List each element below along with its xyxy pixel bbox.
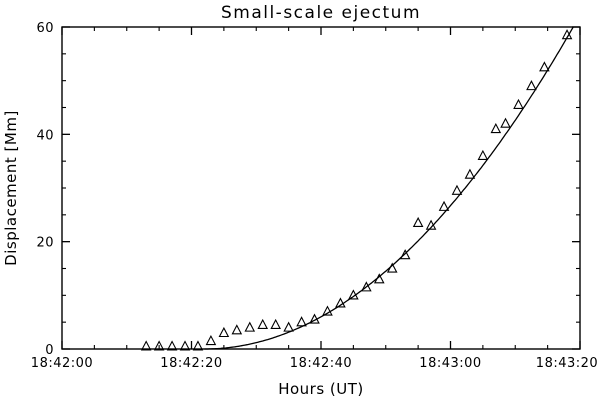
data-point-triangle — [192, 340, 204, 351]
data-point-triangle — [513, 98, 524, 109]
y-tick-label: 0 — [45, 343, 54, 358]
data-point-triangle — [399, 249, 411, 260]
data-point-triangle — [244, 321, 256, 332]
data-point-triangle — [231, 324, 243, 335]
data-point-triangle — [257, 318, 269, 329]
fit-curve — [204, 26, 574, 350]
data-point-triangle — [361, 281, 372, 292]
data-point-triangle — [140, 340, 152, 351]
y-tick-label: 60 — [36, 21, 54, 36]
data-point-triangle — [218, 326, 230, 338]
x-tick-label: 18:42:00 — [31, 356, 93, 371]
data-point-triangle — [296, 316, 307, 327]
data-point-triangle — [490, 122, 502, 134]
data-point-triangle — [539, 61, 550, 72]
y-axis-label: Displacement [Mm] — [2, 110, 20, 266]
data-point-triangle — [283, 321, 294, 332]
x-tick-label: 18:43:00 — [419, 356, 481, 371]
data-point-triangle — [477, 149, 489, 160]
data-point-triangle — [500, 117, 511, 128]
data-point-triangle — [205, 334, 217, 346]
data-point-triangle — [322, 305, 333, 316]
x-axis-label: Hours (UT) — [278, 380, 364, 398]
x-tick-label: 18:42:40 — [290, 356, 352, 371]
chart-title: Small-scale ejectum — [221, 3, 421, 23]
data-point-triangle — [179, 340, 191, 351]
data-point-triangle — [270, 318, 281, 329]
data-point-triangle — [464, 168, 476, 179]
x-tick-label: 18:43:20 — [536, 356, 598, 371]
x-tick-label: 18:42:20 — [160, 356, 222, 371]
data-point-triangle — [526, 80, 537, 91]
plot-area: 18:42:00 18:42:20 18:42:40 18:43:00 18:43:20… — [31, 21, 598, 371]
data-point-triangle — [153, 340, 165, 351]
data-point-triangle — [438, 200, 450, 211]
data-point-triangle — [335, 297, 346, 308]
y-tick-label: 40 — [36, 128, 54, 143]
data-point-triangle — [451, 184, 463, 195]
data-point-triangle — [412, 216, 424, 228]
y-tick-label: 20 — [36, 236, 54, 251]
data-point-triangle — [166, 340, 178, 351]
plot-frame — [61, 26, 581, 350]
